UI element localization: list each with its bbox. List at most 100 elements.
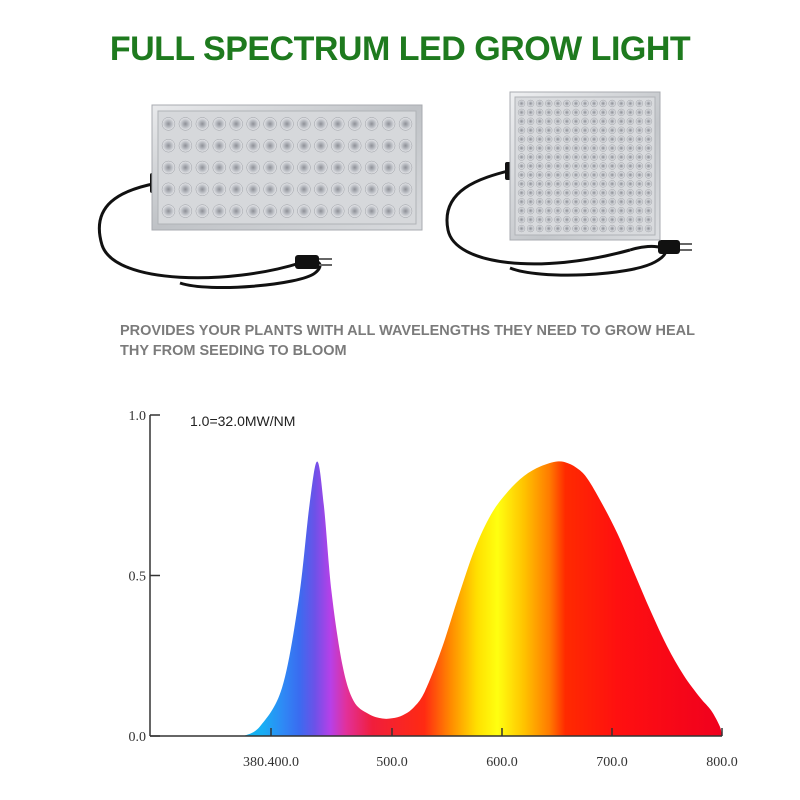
page-title: FULL SPECTRUM LED GROW LIGHT [109,30,691,68]
led-chip [297,160,311,175]
led-chip [563,215,571,224]
led-chip [608,108,616,117]
led-chip [364,117,379,131]
led-chip [590,215,598,224]
led-chip [644,198,653,206]
led-chip [581,162,589,170]
led-chip [263,160,277,175]
led-chip [581,108,589,117]
led-chip [599,162,607,170]
led-chip [526,162,535,170]
led-chip [572,224,580,233]
led-chip [590,207,598,215]
led-chip [398,204,413,218]
led-chip [635,207,644,215]
led-chip [348,139,362,153]
led-chip [572,153,580,161]
led-chip [608,189,616,197]
led-chip [526,207,535,215]
led-chip [536,180,544,188]
led-chip [398,117,413,131]
led-chip [626,224,634,233]
led-chip [178,139,193,153]
led-chip [581,99,589,108]
led-chip [608,180,616,188]
description-line-2: THY FROM SEEDING TO BLOOM [120,343,347,359]
led-chip [635,224,644,233]
led-chip [599,215,607,224]
led-chip [626,207,634,215]
led-chip [635,180,644,188]
led-chip [635,162,644,170]
led-chip [554,153,562,161]
led-chip [644,135,653,143]
rectangular-led-panel [97,104,423,290]
led-chip [246,204,260,218]
description-line-1: PROVIDES YOUR PLANTS WITH ALL WAVELENGTH… [120,323,695,339]
led-chip [526,198,535,206]
led-chip [280,204,294,218]
led-chip [617,117,625,125]
led-chip [280,160,294,175]
plug-icon [658,240,680,254]
led-chip [626,153,634,161]
led-chip [536,198,544,206]
led-chip [617,162,625,170]
led-chip [331,182,345,196]
led-chip [599,189,607,197]
led-chip [563,207,571,215]
led-chip [526,144,535,152]
led-chip [572,135,580,143]
led-chip [572,117,580,125]
led-chip [644,180,653,188]
led-chip [608,215,616,224]
led-chip [381,160,396,175]
led-chip [195,204,210,218]
led-chip [517,189,526,197]
led-chip [626,135,634,143]
led-chip [280,182,294,196]
x-tick-label: 800.0 [706,755,738,770]
led-chip [526,153,535,161]
led-chip [246,182,260,196]
led-chip [599,144,607,152]
led-chip [599,198,607,206]
led-chip [314,139,328,153]
led-chip [617,108,625,117]
spectrum-chart: 0.00.51.0 380.400.0 500.0 600.0 700.0 800.0 … [129,409,738,770]
led-chip [526,99,535,108]
led-chip [554,162,562,170]
led-chip [626,162,634,170]
led-chip [590,117,598,125]
led-chip [212,117,226,131]
led-chip [563,171,571,179]
led-chip [517,171,526,179]
led-chip [545,144,553,152]
y-tick-label: 0.0 [129,730,147,745]
led-chip [517,117,526,125]
led-chip [644,153,653,161]
led-chip [526,108,535,117]
led-chip [517,162,526,170]
product-description: PROVIDES YOUR PLANTS WITH ALL WAVELENGTH… [120,321,720,361]
led-chip [644,215,653,224]
led-chip [246,117,260,131]
led-chip [195,160,210,175]
led-chip [554,180,562,188]
led-chip [581,224,589,233]
led-chip [626,144,634,152]
led-chip [563,224,571,233]
led-chip [608,144,616,152]
led-chip [212,139,226,153]
led-chip [635,144,644,152]
led-chip [314,182,328,196]
led-chip [195,182,210,196]
led-chip [590,135,598,143]
led-chip [381,182,396,196]
led-chip [517,153,526,161]
led-chip [314,204,328,218]
led-chip [617,180,625,188]
led-chip [161,204,176,218]
led-chip [563,144,571,152]
led-chip [364,182,379,196]
